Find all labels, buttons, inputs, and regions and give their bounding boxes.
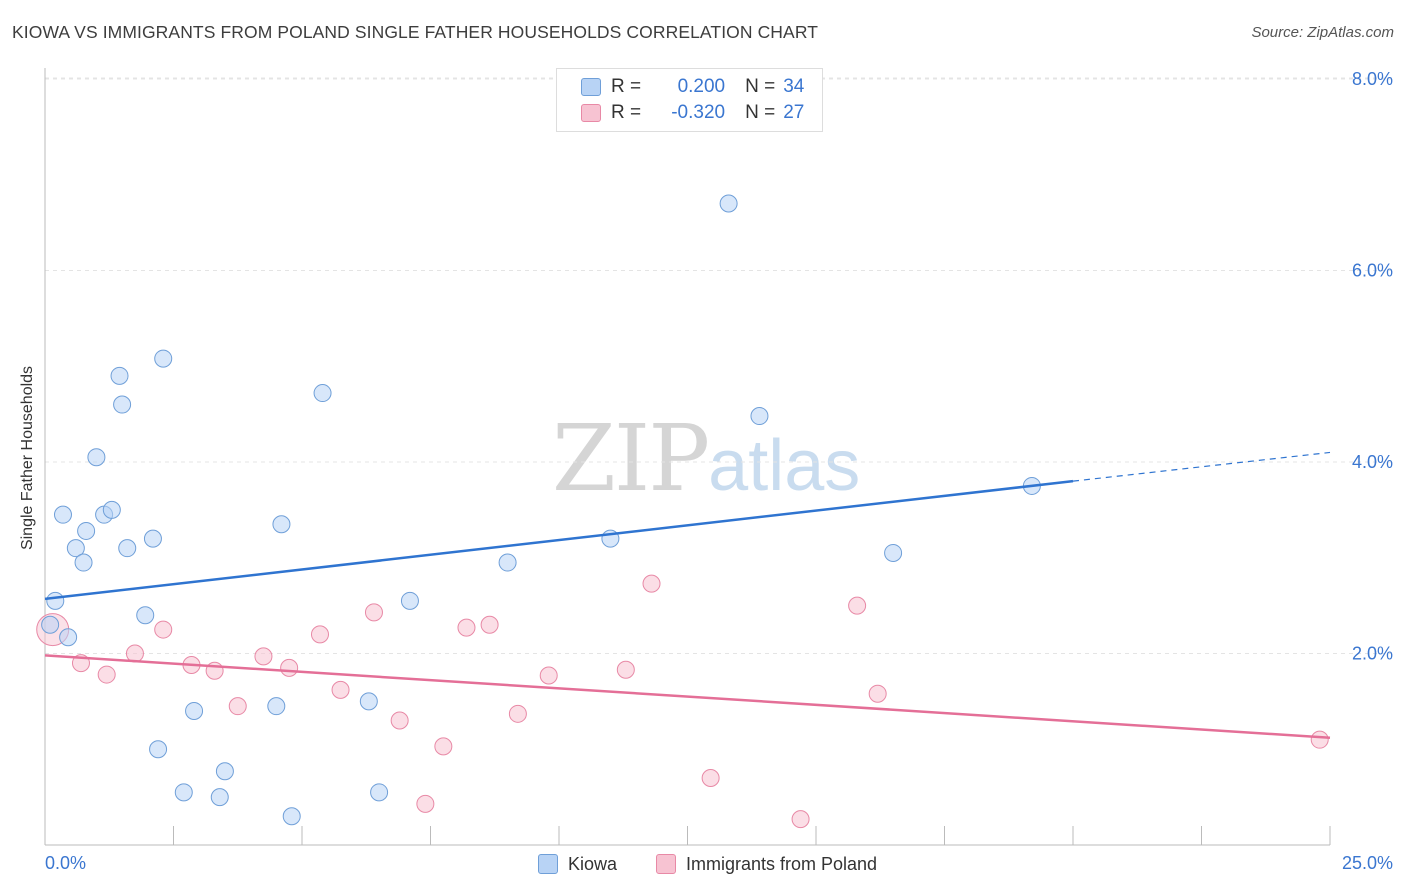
kiowa-point	[750, 407, 769, 426]
kiowa-point	[210, 788, 229, 807]
poland-point	[701, 768, 720, 787]
poland-point	[280, 658, 299, 677]
legend-r-value: -0.320	[671, 102, 726, 123]
chart-title: KIOWA VS IMMIGRANTS FROM POLAND SINGLE F…	[12, 22, 819, 42]
poland-point	[539, 666, 558, 685]
kiowa-point	[185, 701, 204, 720]
poland-point	[434, 737, 453, 756]
y-tick-label: 6.0%	[1352, 261, 1393, 281]
kiowa-trend-line	[44, 479, 1074, 601]
kiowa-point	[53, 505, 72, 524]
y-tick-label: 2.0%	[1352, 644, 1393, 664]
bottom-legend-kiowa: Kiowa	[538, 852, 617, 876]
kiowa-point	[282, 807, 301, 826]
poland-point	[416, 794, 435, 813]
kiowa-point	[87, 448, 106, 467]
kiowa-point	[113, 395, 132, 414]
kiowa-point	[46, 591, 65, 610]
watermark-atlas: atlas	[708, 426, 861, 506]
bottom-legend-label: Kiowa	[568, 853, 618, 874]
poland-point	[508, 704, 527, 723]
legend-row-poland: R = -0.320 N = 27	[581, 101, 804, 125]
kiowa-point	[154, 349, 173, 368]
legend-r-value: 0.200	[677, 76, 726, 97]
kiowa-point	[400, 591, 419, 610]
poland-point	[480, 615, 499, 634]
kiowa-point	[272, 515, 291, 534]
kiowa-point	[149, 740, 168, 759]
poland-point	[390, 711, 409, 730]
source-label: Source: ZipAtlas.com	[1251, 24, 1394, 41]
kiowa-trend-extension	[1072, 451, 1331, 482]
poland-point	[125, 644, 144, 663]
kiowa-point	[118, 539, 137, 558]
poland-point	[848, 596, 867, 615]
legend-r-label: R =	[611, 102, 642, 123]
kiowa-point	[174, 783, 193, 802]
poland-point	[1310, 730, 1329, 749]
x-tick-label: 25.0%	[1342, 853, 1393, 873]
legend-n-label: N =	[745, 76, 776, 97]
watermark: ZIPatlas	[552, 405, 860, 512]
legend-n-value: 34	[783, 76, 805, 97]
y-axis-label: Single Father Households	[19, 365, 36, 551]
kiowa-point	[110, 366, 129, 385]
kiowa-point	[74, 553, 93, 572]
poland-point	[228, 697, 247, 716]
kiowa-point	[66, 539, 85, 558]
poland-point	[310, 625, 329, 644]
y-tick-label: 8.0%	[1352, 69, 1393, 89]
poland-swatch	[656, 854, 676, 874]
poland-point	[616, 660, 635, 679]
poland-point	[364, 603, 383, 622]
kiowa-swatch	[538, 854, 558, 874]
bottom-legend-poland: Immigrants from Poland	[656, 852, 877, 876]
kiowa-point	[41, 615, 60, 634]
kiowa-point	[313, 384, 332, 403]
poland-point	[868, 684, 887, 703]
kiowa-point	[719, 194, 738, 213]
poland-trend-line	[44, 654, 1331, 740]
poland-swatch	[581, 104, 601, 122]
kiowa-point	[59, 628, 78, 647]
poland-point	[457, 618, 476, 637]
kiowa-point	[267, 697, 286, 716]
legend-r-label: R =	[611, 76, 642, 97]
kiowa-point	[77, 521, 96, 540]
kiowa-point	[102, 500, 121, 519]
x-tick-label: 0.0%	[45, 853, 86, 873]
kiowa-point	[498, 553, 517, 572]
kiowa-point	[359, 692, 378, 711]
poland-point	[331, 680, 350, 699]
kiowa-point	[370, 783, 389, 802]
poland-point	[642, 574, 661, 593]
kiowa-point	[884, 543, 903, 562]
poland-point	[97, 665, 116, 684]
poland-point	[154, 620, 173, 639]
kiowa-point	[136, 606, 155, 625]
kiowa-swatch	[581, 78, 601, 96]
watermark-zip: ZIP	[552, 405, 710, 512]
y-tick-label: 4.0%	[1352, 452, 1393, 472]
bottom-legend-label: Immigrants from Poland	[686, 853, 878, 874]
poland-point	[254, 647, 273, 666]
kiowa-point	[143, 529, 162, 548]
legend-n-value: 27	[783, 102, 805, 123]
correlation-legend: R = 0.200 N = 34 R = -0.320 N = 27	[556, 68, 823, 132]
kiowa-point	[215, 762, 234, 781]
legend-row-kiowa: R = 0.200 N = 34	[581, 75, 804, 99]
legend-n-label: N =	[745, 102, 776, 123]
poland-point	[791, 810, 810, 829]
